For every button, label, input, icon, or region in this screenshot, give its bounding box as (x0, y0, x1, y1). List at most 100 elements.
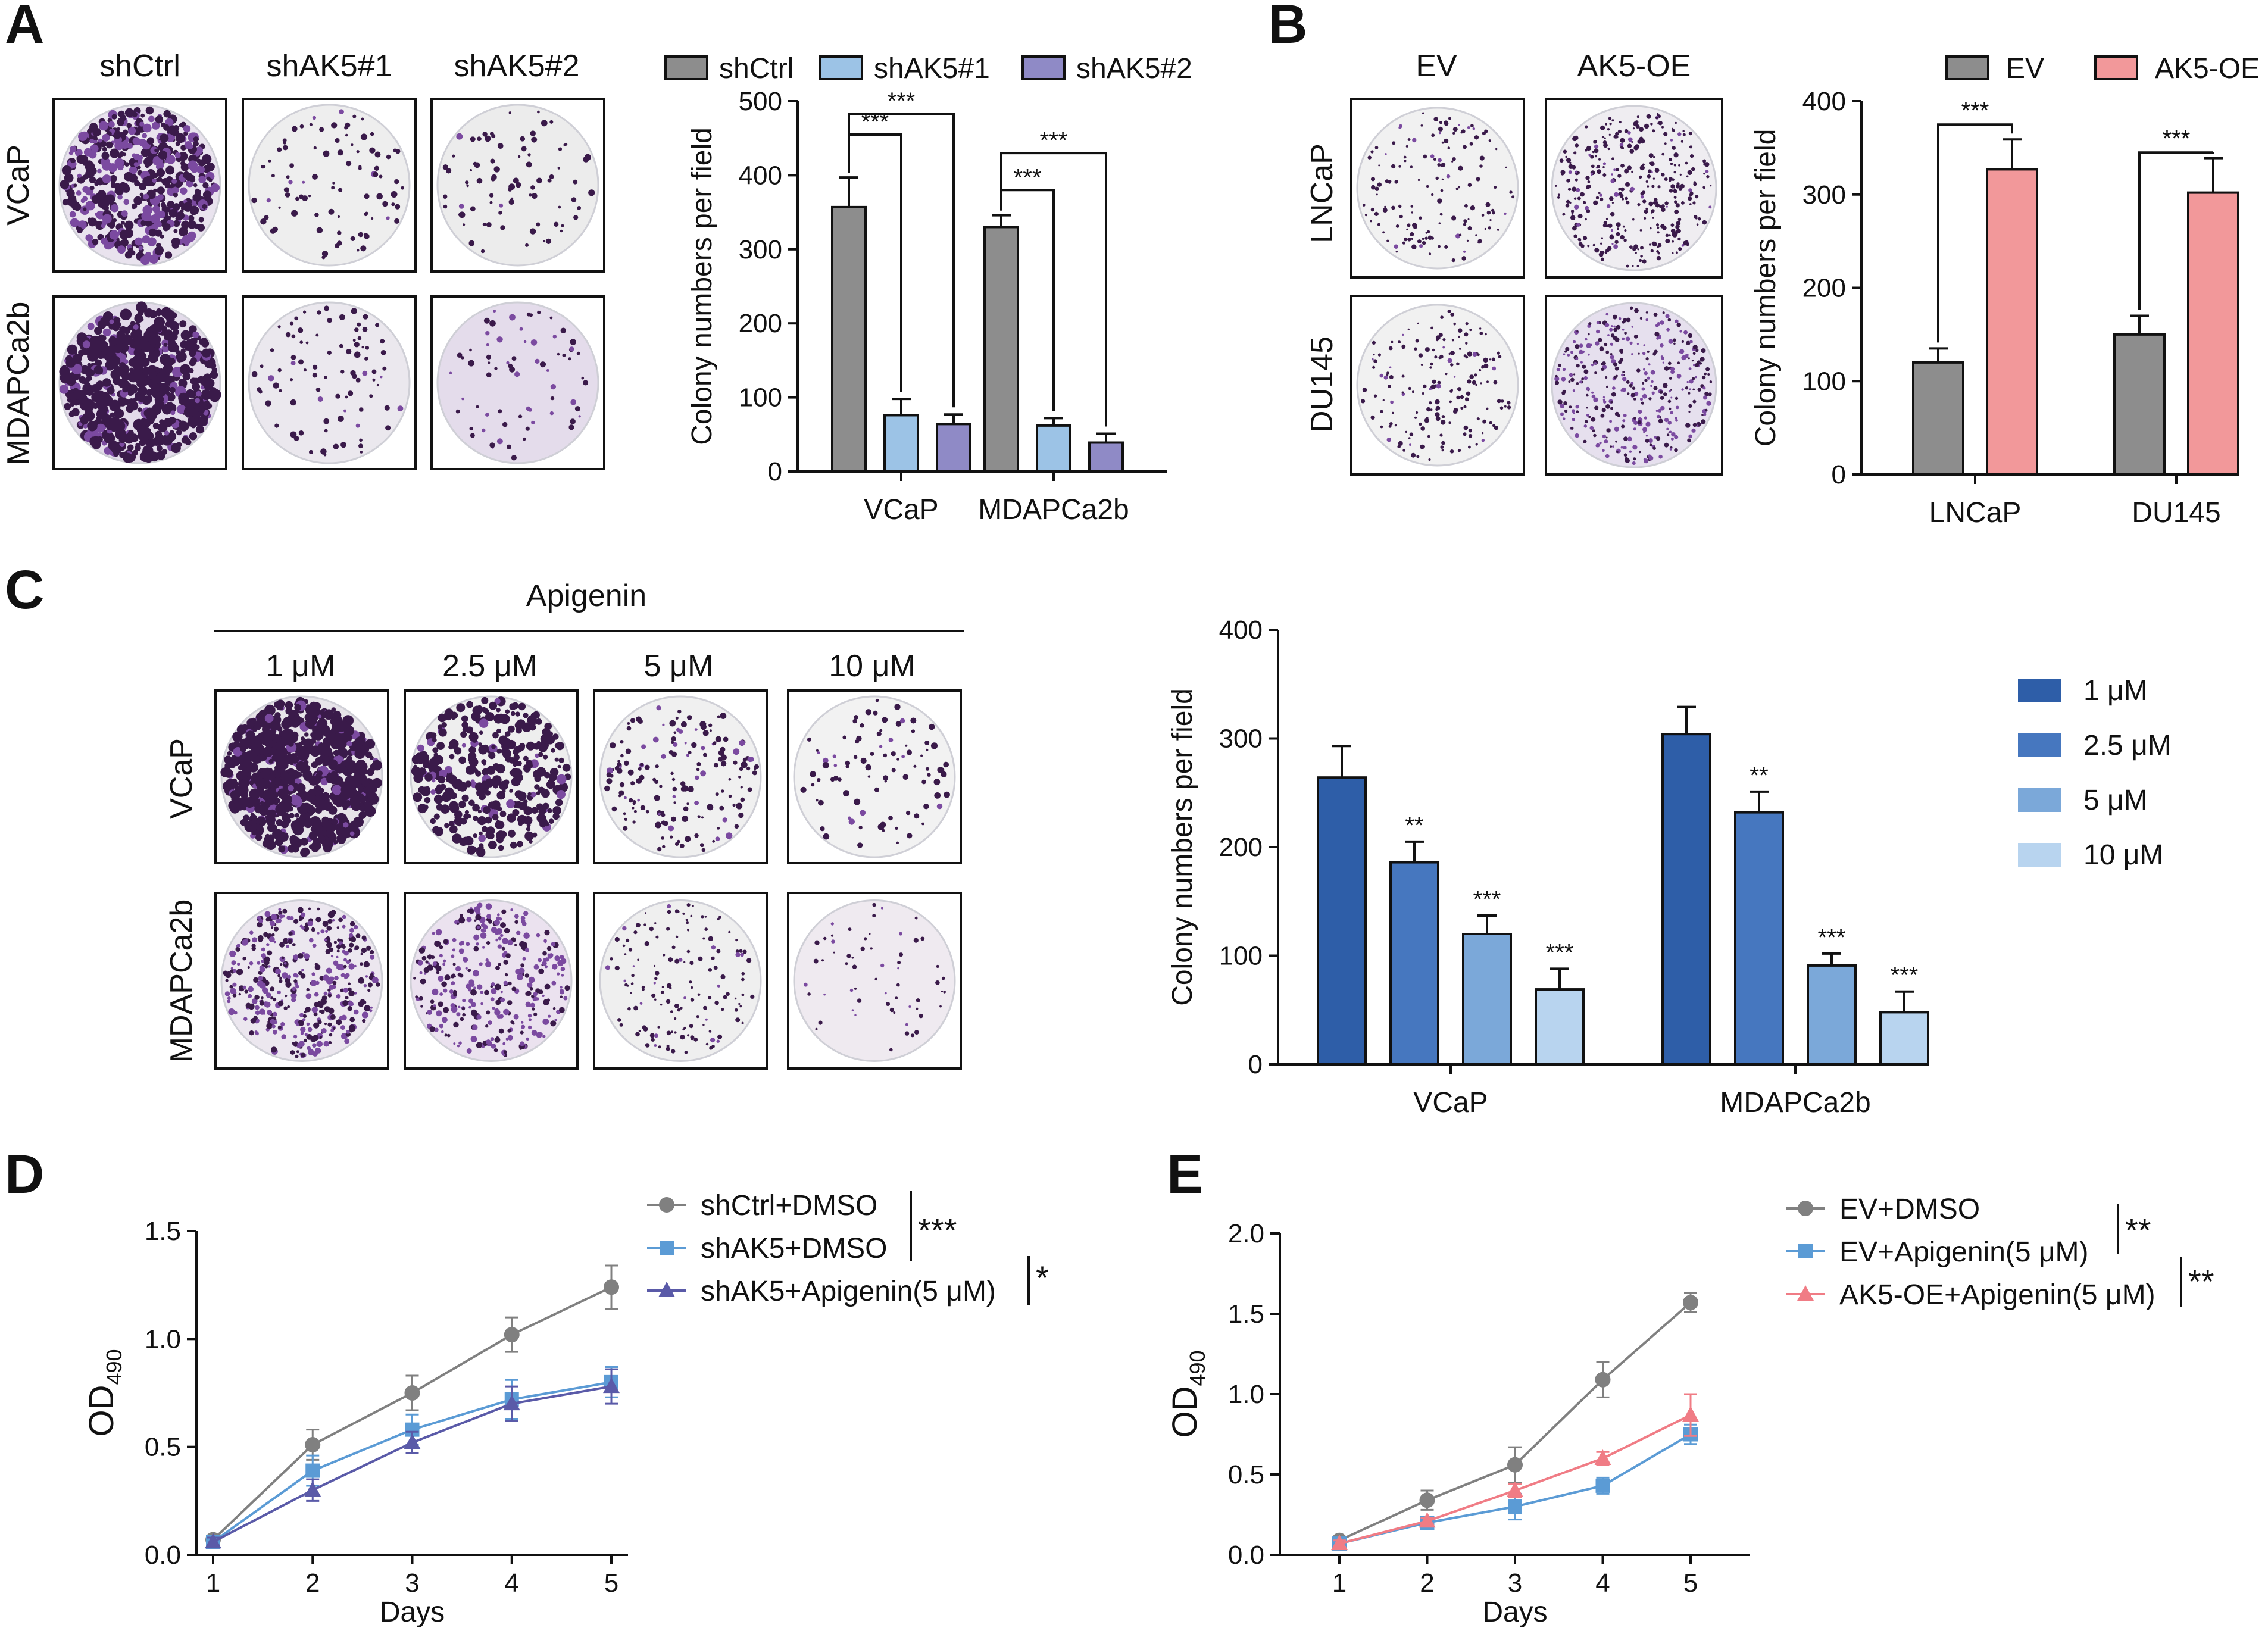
colony-dot (1669, 377, 1672, 380)
colony-dot (550, 1020, 557, 1027)
colony-dot (391, 191, 398, 198)
colony-dot (339, 791, 350, 801)
colony-dot (170, 410, 176, 416)
colony-dot (231, 960, 236, 966)
colony-dot (491, 176, 496, 182)
colony-dot (1679, 330, 1682, 333)
colony-dot (677, 839, 680, 844)
colony-dot (379, 174, 383, 179)
colony-dot (273, 777, 282, 785)
colony-dot (290, 399, 296, 406)
colony-dot (697, 815, 701, 818)
colony-dot (261, 947, 265, 952)
colony-dot (117, 163, 124, 171)
y-tick-label: 400 (739, 161, 782, 190)
colony-dot (560, 955, 564, 960)
colony-dot (277, 325, 281, 329)
colony-dot (1652, 129, 1655, 133)
colony-dot (820, 826, 825, 832)
colony-dot (499, 780, 508, 791)
colony-dot (667, 910, 671, 914)
colony-dot (64, 173, 74, 183)
colony-dot (1499, 406, 1504, 410)
colony-dot (251, 998, 258, 1004)
colony-dot (899, 932, 902, 936)
colony-dot (671, 945, 676, 949)
colony-dot (439, 992, 443, 996)
colony-dot (503, 752, 510, 758)
colony-dot (739, 739, 745, 746)
bar (1986, 168, 2038, 476)
colony-dot (1481, 365, 1485, 369)
colony-dot (754, 767, 757, 770)
colony-dot (265, 833, 270, 839)
colony-dot (500, 991, 503, 994)
colony-dot (380, 339, 385, 344)
colony-dot (637, 958, 639, 961)
colony-dot (372, 378, 376, 382)
colony-dot (461, 743, 466, 748)
colony-dot (1585, 176, 1590, 180)
colony-dot (1700, 357, 1705, 362)
colony-dot (1463, 432, 1467, 436)
colony-dot (529, 986, 533, 991)
colony-dot (622, 944, 626, 948)
colony-dot (493, 919, 501, 926)
colony-dot (455, 966, 461, 972)
colony-dot (1438, 245, 1441, 248)
colony-dot (1465, 355, 1469, 359)
colony-dot (113, 343, 123, 354)
colony-dot (346, 771, 352, 777)
colony-dot (1422, 238, 1424, 240)
colony-dot (666, 999, 671, 1004)
colony-dot (326, 926, 332, 931)
colony-dot (1560, 412, 1564, 416)
colony-dot (637, 798, 640, 802)
colony-dot (1660, 396, 1664, 400)
colony-dot (527, 153, 531, 157)
colony-dot (1673, 342, 1676, 345)
colony-dot (1407, 223, 1411, 227)
colony-dot (535, 718, 542, 725)
colony-dot (467, 969, 471, 973)
colony-dot (1650, 123, 1653, 126)
colony-dot (1656, 414, 1661, 419)
colony-dot (314, 1047, 321, 1054)
colony-dot (304, 1011, 307, 1014)
colony-dot (136, 301, 148, 313)
colony-dot (1373, 354, 1375, 356)
colony-dot (1640, 195, 1644, 199)
colony-dot (82, 378, 90, 385)
colony-dot (120, 331, 125, 336)
plate-colonies (605, 903, 755, 1054)
colony-dot (1432, 379, 1436, 384)
colony-dot (1661, 152, 1665, 156)
colony-dot (1651, 391, 1655, 395)
colony-dot (439, 728, 447, 737)
colony-dot (549, 773, 557, 782)
colony-dot (1464, 332, 1469, 337)
colony-dot (644, 941, 650, 946)
bar (1088, 441, 1124, 473)
colony-dot (1702, 220, 1707, 225)
colony-dot (251, 944, 256, 948)
colony-dot (1611, 201, 1614, 204)
colony-dot (1645, 311, 1648, 314)
colony-dot (624, 953, 627, 955)
colony-dot (1650, 170, 1652, 172)
colony-dot (1463, 219, 1467, 223)
colony-dot (1371, 185, 1376, 190)
colony-dot (668, 825, 674, 832)
colony-dot (516, 973, 524, 980)
colony-dot (1447, 310, 1451, 313)
colony-dot (1598, 158, 1601, 161)
colony-dot (1686, 380, 1689, 383)
colony-dot (654, 922, 657, 924)
colony-dot (288, 180, 293, 185)
colony-dot (1388, 385, 1391, 388)
colony-dot (324, 376, 327, 379)
colony-dot (1411, 244, 1417, 249)
plate-colonies (604, 705, 760, 852)
colony-dot (869, 933, 871, 935)
colony-dot (108, 440, 119, 451)
